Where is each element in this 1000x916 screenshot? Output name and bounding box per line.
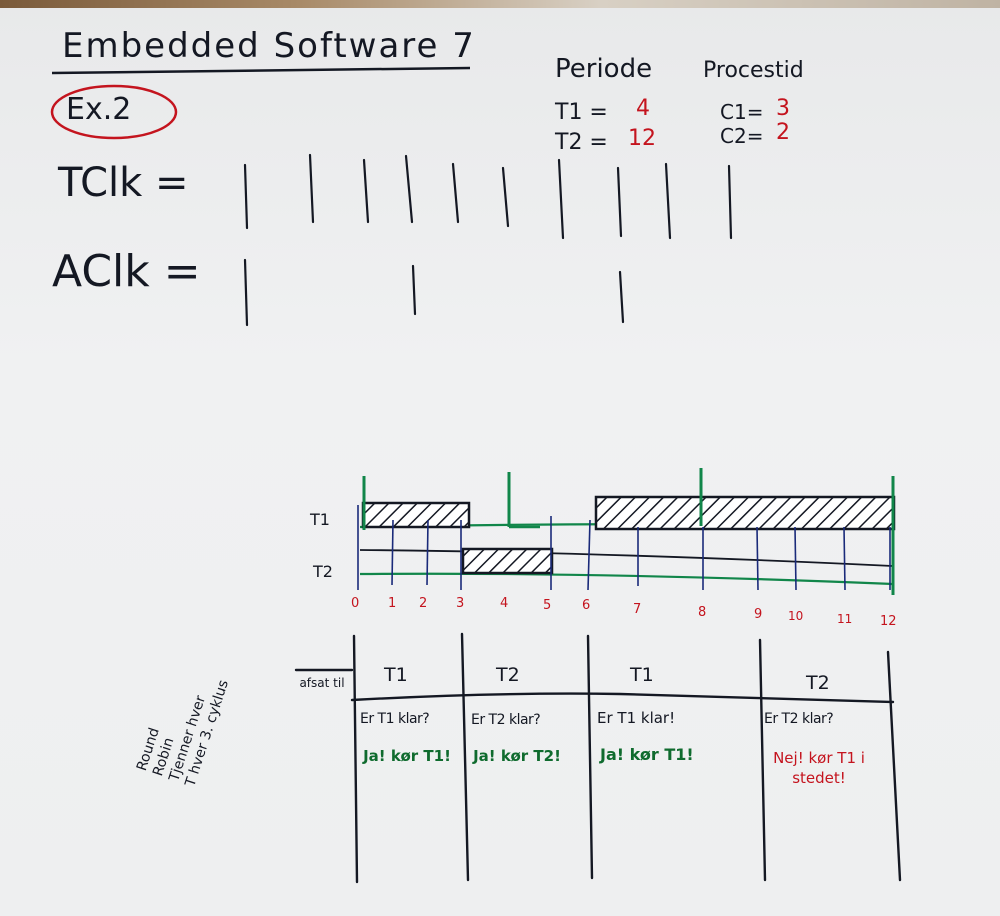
tick-label: 2 (419, 596, 428, 611)
c1-process-value: 3 (776, 96, 790, 121)
t1-period-label: T1 = (555, 100, 608, 125)
t2-period-label: T2 = (555, 130, 608, 155)
tclk-tick (501, 166, 510, 228)
slot-question: Er T1 klar? (360, 711, 430, 727)
slot-question: Er T2 klar? (471, 712, 541, 728)
aclk-label: AClk = (52, 246, 201, 297)
c2-process-value: 2 (776, 120, 790, 145)
tick-label: 6 (582, 598, 591, 613)
tclk-tick (616, 166, 623, 238)
tick-label: 3 (456, 596, 465, 611)
whiteboard-frame (0, 0, 1000, 8)
aclk-tick (618, 270, 625, 324)
c2-process-label: C2= (720, 124, 764, 148)
tick-label: 7 (633, 602, 642, 617)
slot-answer: Nej! kør T1 i stedet! (773, 749, 865, 787)
page-title: Embedded Software 7 (62, 26, 476, 66)
tclk-label: TClk = (58, 160, 189, 206)
tick-label: 11 (837, 612, 853, 626)
t1-exec-block (594, 495, 896, 531)
t1-exec-block (361, 501, 471, 529)
timeline-row-t2-label: T2 (313, 562, 333, 581)
tick-label: 12 (880, 614, 897, 629)
slot-task-label: T1 (630, 664, 654, 686)
slot-task-label: T2 (496, 664, 520, 686)
tclk-tick (727, 164, 733, 240)
tclk-tick (451, 162, 460, 224)
slot-question: Er T1 klar! (597, 709, 676, 727)
timeline-row-t1-label: T1 (310, 510, 330, 529)
tclk-tick (362, 158, 370, 224)
t2-period-value: 12 (628, 126, 656, 151)
aclk-tick (243, 258, 249, 327)
tick-label: 1 (388, 596, 397, 611)
tick-label: 8 (698, 605, 707, 620)
slot-answer: Ja! kør T1! (600, 745, 694, 764)
row-header-allocated: afsat til (299, 676, 345, 690)
exercise-label: Ex.2 (66, 92, 132, 127)
tick-label: 0 (351, 596, 360, 611)
slot-task-label: T2 (806, 672, 830, 694)
slot-question: Er T2 klar? (764, 711, 834, 727)
slot-answer: Ja! kør T2! (473, 747, 561, 765)
tick-label: 5 (543, 598, 552, 613)
t2-exec-block (461, 547, 554, 575)
tick-label: 10 (788, 609, 804, 623)
tclk-tick (404, 154, 414, 224)
tclk-tick (664, 162, 672, 240)
tick-label: 9 (754, 607, 763, 622)
tclk-tick (243, 163, 249, 230)
tclk-tick (308, 153, 315, 224)
period-header: Periode (555, 54, 653, 84)
aclk-tick (411, 264, 417, 316)
tick-label: 4 (500, 596, 509, 611)
t1-period-value: 4 (636, 96, 650, 121)
slot-answer: Ja! kør T1! (363, 747, 451, 765)
slot-task-label: T1 (384, 664, 408, 686)
process-header: Procestid (703, 58, 804, 83)
exercise-circle (50, 84, 178, 140)
tclk-tick (557, 158, 565, 240)
c1-process-label: C1= (720, 100, 764, 124)
